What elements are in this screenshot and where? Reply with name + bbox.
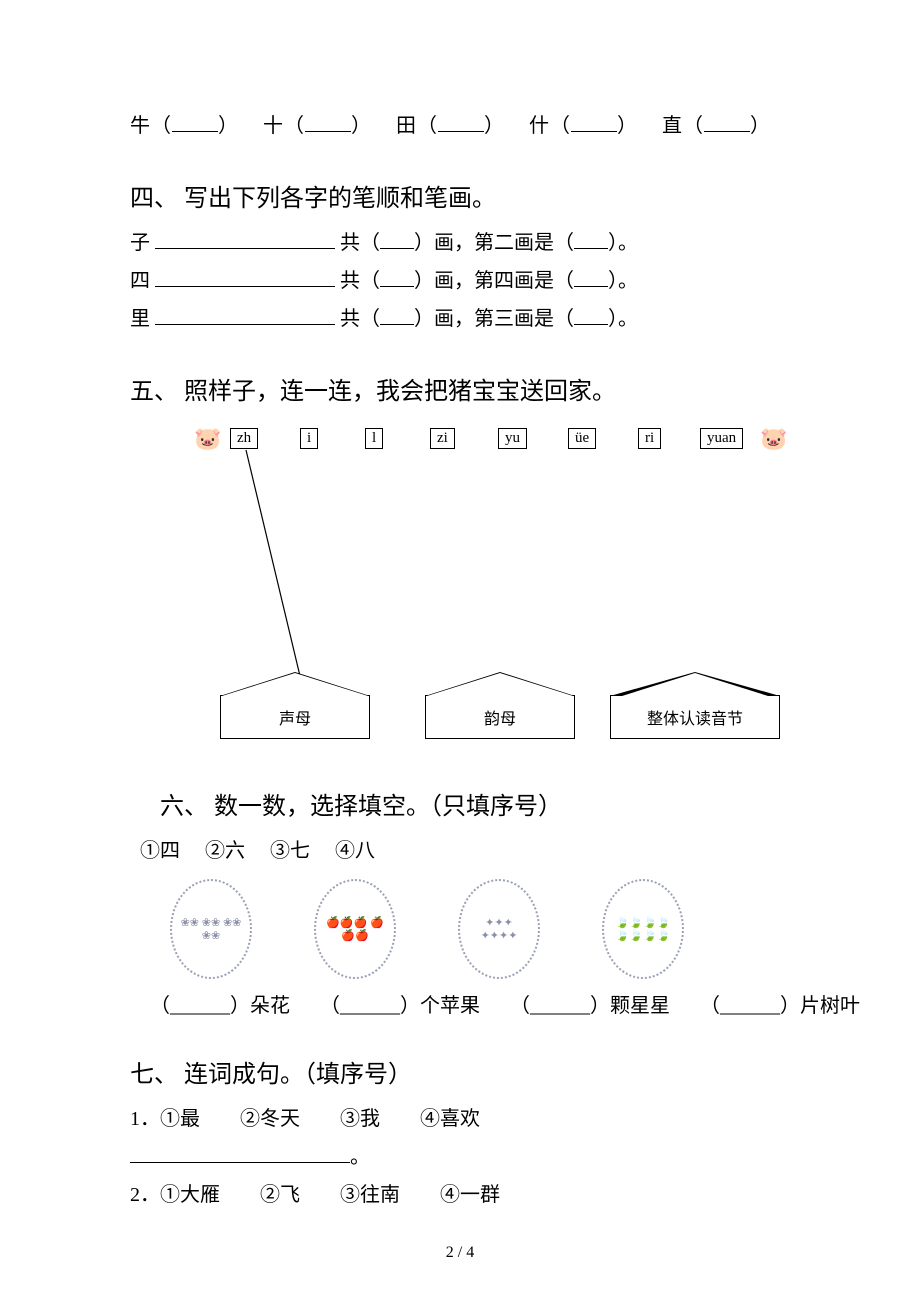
- char-blank: 什（）: [529, 115, 638, 137]
- char: 子: [130, 232, 150, 254]
- page-number: 2 / 4: [0, 1244, 920, 1262]
- char-blank: 直（）: [662, 115, 771, 137]
- section-7-title: 七、 连词成句。（填序号）: [130, 1054, 790, 1089]
- strokes-blank[interactable]: [155, 304, 335, 325]
- period: 。: [350, 1146, 370, 1168]
- category-house[interactable]: 韵母: [425, 672, 575, 742]
- blank[interactable]: [305, 111, 351, 132]
- category-house[interactable]: 整体认读音节: [610, 672, 780, 742]
- worksheet-page: 牛（） 十（） 田（） 什（） 直（） 四、 写出下列各字的笔顺和笔画。 子 共…: [0, 0, 920, 1302]
- labels-row: （______）朵花 （______）个苹果 （______）颗星星 （____…: [150, 989, 790, 1018]
- section-5-title: 五、 照样子，连一连，我会把猪宝宝送回家。: [130, 371, 790, 406]
- blank[interactable]: [380, 266, 414, 287]
- section-6-title: 六、 数一数，选择填空。（只填序号）: [160, 786, 790, 821]
- text: ）画，第四画是（: [414, 270, 574, 292]
- count-oval: 🍃🍃🍃🍃 🍃🍃🍃🍃: [602, 879, 684, 979]
- char-blank: 牛（）: [130, 115, 239, 137]
- pinyin-box[interactable]: yu: [498, 428, 527, 449]
- section-4-title: 四、 写出下列各字的笔顺和笔画。: [130, 178, 790, 213]
- roof-icon: [220, 672, 370, 696]
- strokes-blank[interactable]: [155, 266, 335, 287]
- pig-icon: 🐷: [760, 426, 787, 452]
- text: ）画，第二画是（: [414, 232, 574, 254]
- roof-icon: [610, 672, 780, 696]
- blank[interactable]: [380, 304, 414, 325]
- pinyin-box[interactable]: üe: [568, 428, 596, 449]
- text: 共（: [340, 232, 380, 254]
- count-oval: 🍎🍎🍎 🍎🍎🍎: [314, 879, 396, 979]
- text: ）。: [608, 270, 638, 292]
- pinyin-box[interactable]: ri: [638, 428, 661, 449]
- char: 四: [130, 270, 150, 292]
- matching-diagram: 🐷 🐷 zh i l zi yu üe ri yuan 声母 韵母 整体认读音节: [180, 420, 840, 750]
- house-label: 整体认读音节: [610, 695, 780, 739]
- category-house[interactable]: 声母: [220, 672, 370, 742]
- text: ）。: [608, 308, 638, 330]
- answer-line: 。: [130, 1141, 790, 1173]
- house-label: 声母: [220, 695, 370, 739]
- count-label: （______）个苹果: [320, 989, 480, 1018]
- blank[interactable]: [571, 111, 617, 132]
- top-fill-line: 牛（） 十（） 田（） 什（） 直（）: [130, 110, 790, 142]
- char-blank: 田（）: [396, 115, 505, 137]
- answer-blank[interactable]: [130, 1142, 350, 1163]
- stroke-row: 子 共（ ）画，第二画是（ ）。: [130, 227, 790, 259]
- pinyin-box[interactable]: i: [300, 428, 318, 449]
- count-label: （______）颗星星: [510, 989, 670, 1018]
- pig-icon: 🐷: [194, 426, 221, 452]
- sentence-q2: 2．①大雁 ②飞 ③往南 ④一群: [130, 1179, 790, 1211]
- blank[interactable]: [380, 228, 414, 249]
- roof-icon: [425, 672, 575, 696]
- text: 共（: [340, 308, 380, 330]
- pinyin-box[interactable]: zi: [430, 428, 455, 449]
- count-oval: ❀❀ ❀❀ ❀❀ ❀❀: [170, 879, 252, 979]
- pinyin-box[interactable]: yuan: [700, 428, 743, 449]
- count-oval: ✦✦✦ ✦✦✦✦: [458, 879, 540, 979]
- options-line: ①四 ②六 ③七 ④八: [140, 835, 790, 867]
- char-blank: 十（）: [263, 115, 372, 137]
- example-line: [246, 450, 300, 676]
- stroke-row: 四 共（ ）画，第四画是（ ）。: [130, 265, 790, 297]
- sentence-q1: 1．①最 ②冬天 ③我 ④喜欢: [130, 1103, 790, 1135]
- stroke-row: 里 共（ ）画，第三画是（ ）。: [130, 303, 790, 335]
- blank[interactable]: [704, 111, 750, 132]
- house-label: 韵母: [425, 695, 575, 739]
- char: 里: [130, 308, 150, 330]
- blank[interactable]: [574, 304, 608, 325]
- ovals-row: ❀❀ ❀❀ ❀❀ ❀❀ 🍎🍎🍎 🍎🍎🍎 ✦✦✦ ✦✦✦✦ 🍃🍃🍃🍃 🍃🍃🍃🍃: [170, 879, 790, 979]
- text: ）画，第三画是（: [414, 308, 574, 330]
- text: 共（: [340, 270, 380, 292]
- blank[interactable]: [172, 111, 218, 132]
- count-label: （______）朵花: [150, 989, 290, 1018]
- pinyin-box[interactable]: zh: [230, 428, 258, 449]
- strokes-blank[interactable]: [155, 228, 335, 249]
- count-label: （______）片树叶: [700, 989, 860, 1018]
- blank[interactable]: [574, 266, 608, 287]
- pinyin-box[interactable]: l: [365, 428, 383, 449]
- text: ）。: [608, 232, 638, 254]
- blank[interactable]: [438, 111, 484, 132]
- blank[interactable]: [574, 228, 608, 249]
